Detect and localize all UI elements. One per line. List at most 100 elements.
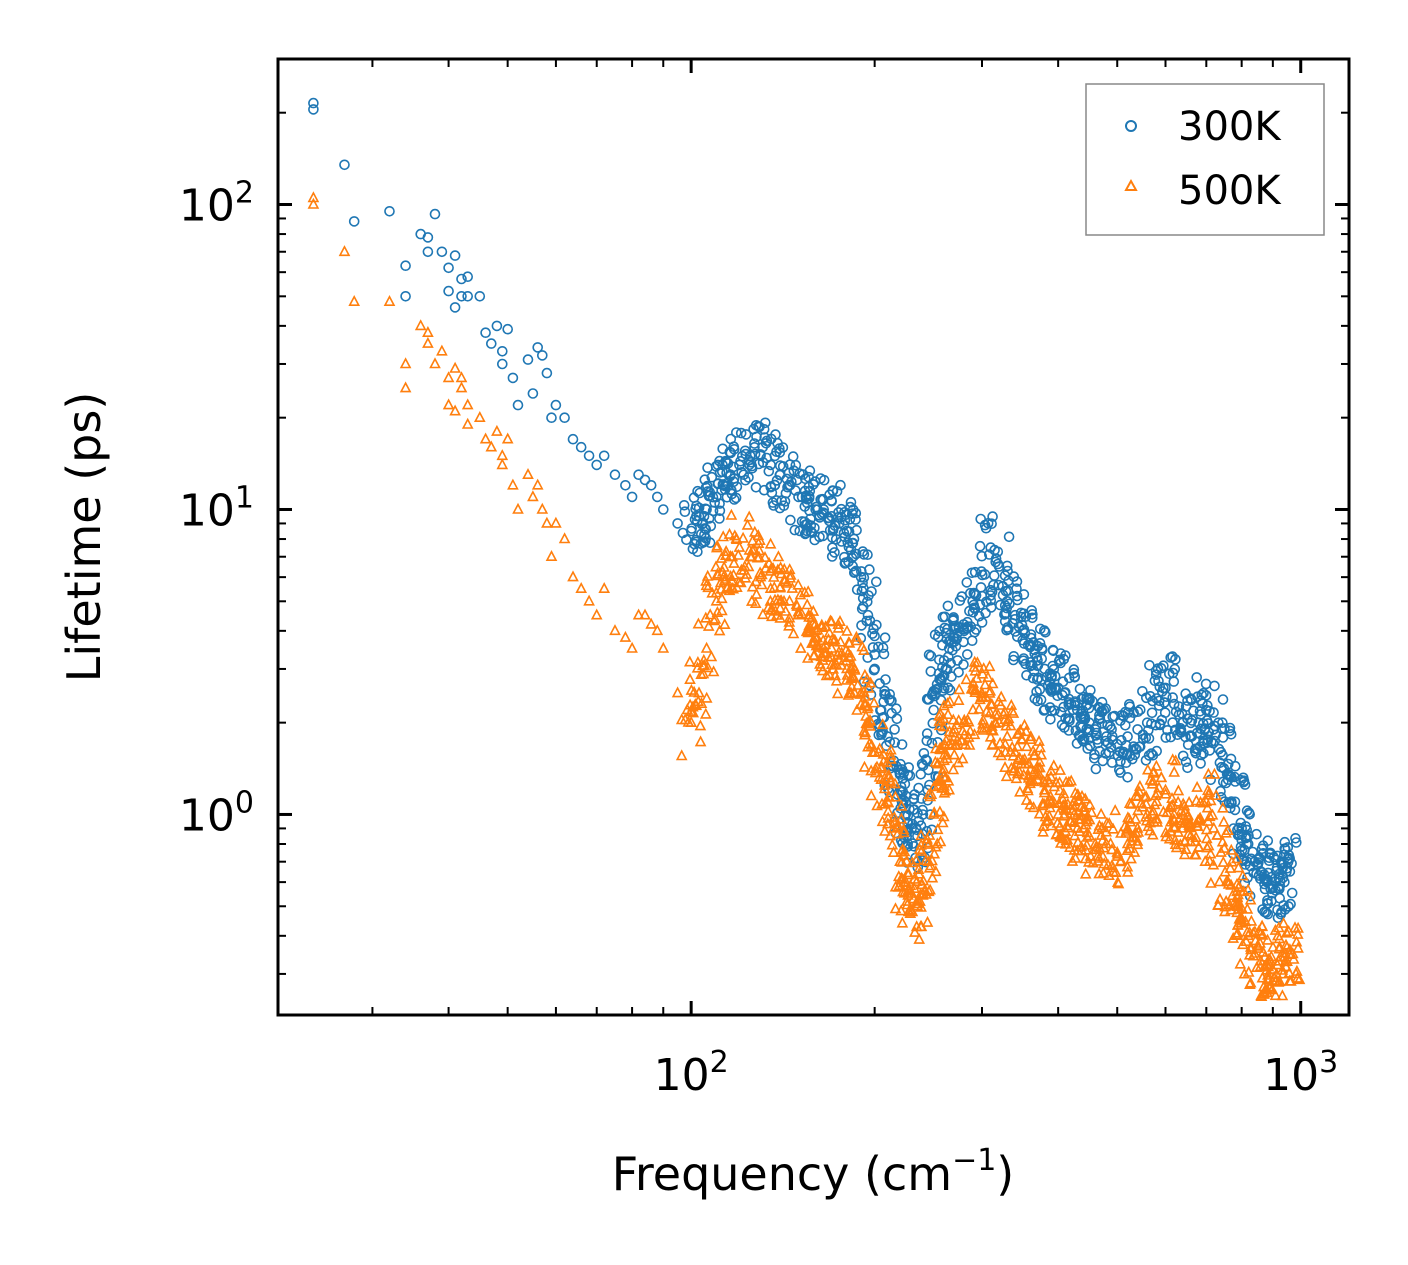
data-point [1200, 832, 1213, 844]
data-point [862, 609, 874, 621]
data-point [1202, 839, 1215, 851]
data-point [692, 485, 703, 497]
data-point [814, 531, 825, 543]
data-point [626, 491, 638, 503]
data-point [791, 599, 803, 611]
data-point [1238, 967, 1251, 979]
data-point [1135, 796, 1148, 808]
data-point [1150, 759, 1163, 771]
data-point [1183, 795, 1195, 807]
data-point [926, 854, 938, 866]
data-point [1195, 749, 1207, 761]
data-point [1143, 750, 1155, 761]
data-point [1133, 785, 1145, 797]
data-point [784, 568, 797, 580]
data-point [987, 511, 998, 522]
data-point [737, 531, 749, 543]
data-point [1277, 862, 1288, 874]
data-point [687, 700, 699, 712]
data-point [952, 627, 963, 639]
data-point [999, 608, 1011, 619]
data-point [716, 604, 728, 616]
data-point [844, 513, 856, 525]
data-point [915, 844, 928, 856]
data-point [851, 584, 863, 596]
data-point [1155, 771, 1168, 783]
data-point [1217, 855, 1230, 867]
data-point [726, 550, 739, 562]
data-point [943, 695, 956, 707]
data-point [1150, 665, 1162, 677]
data-point [1191, 672, 1202, 683]
data-point [768, 500, 779, 511]
data-point [889, 724, 900, 735]
data-point [952, 693, 965, 706]
data-point [1103, 816, 1116, 829]
data-point [1029, 644, 1040, 656]
data-point [950, 738, 963, 751]
data-point [961, 649, 973, 660]
data-point [384, 206, 395, 217]
data-point [399, 357, 412, 369]
data-point [1165, 652, 1176, 663]
data-point [942, 707, 954, 720]
data-point [1253, 870, 1265, 881]
data-point [1140, 790, 1152, 802]
data-point [1121, 843, 1134, 856]
data-point [1031, 768, 1044, 780]
data-point [942, 651, 954, 663]
data-point [1022, 771, 1035, 783]
data-point [436, 246, 448, 258]
data-point [1051, 816, 1064, 828]
data-point [1013, 751, 1026, 763]
data-point [1038, 786, 1051, 798]
data-point [994, 599, 1006, 611]
data-point [443, 285, 454, 297]
data-point [804, 465, 816, 477]
data-point [1210, 788, 1222, 801]
data-point [766, 603, 779, 615]
data-point [845, 544, 857, 556]
data-point [1235, 774, 1247, 786]
data-point [1100, 748, 1112, 759]
data-point [1081, 723, 1093, 735]
data-point [887, 845, 900, 858]
data-point [1204, 705, 1215, 717]
data-point [1247, 846, 1258, 858]
data-point [1067, 803, 1079, 816]
data-point [348, 216, 360, 227]
data-point [1279, 904, 1291, 915]
data-point [550, 399, 562, 411]
data-point [590, 608, 603, 620]
data-point [1106, 843, 1118, 855]
data-point [1007, 749, 1020, 761]
data-point [1014, 785, 1026, 797]
data-point [1075, 721, 1086, 732]
data-point [848, 550, 859, 562]
data-point [704, 537, 716, 549]
data-point [591, 459, 603, 471]
data-point [1066, 798, 1079, 810]
data-point [801, 651, 814, 663]
data-point [1036, 799, 1049, 811]
data-point [400, 290, 411, 302]
data-point [536, 350, 548, 361]
data-point [1217, 694, 1229, 705]
data-point [1134, 779, 1146, 791]
data-point [1264, 980, 1277, 992]
data-point [1063, 775, 1075, 787]
data-point [1015, 611, 1027, 623]
data-point [705, 650, 718, 662]
data-point [1072, 835, 1084, 847]
data-point [1197, 796, 1210, 808]
data-point [1107, 861, 1119, 873]
data-point [1044, 789, 1057, 801]
data-point [1237, 885, 1250, 897]
data-point [1017, 634, 1029, 646]
data-point [1267, 940, 1279, 952]
data-point [889, 737, 901, 748]
data-point [422, 232, 434, 243]
data-point [858, 572, 870, 583]
data-point [1172, 784, 1185, 796]
data-point [990, 716, 1002, 728]
